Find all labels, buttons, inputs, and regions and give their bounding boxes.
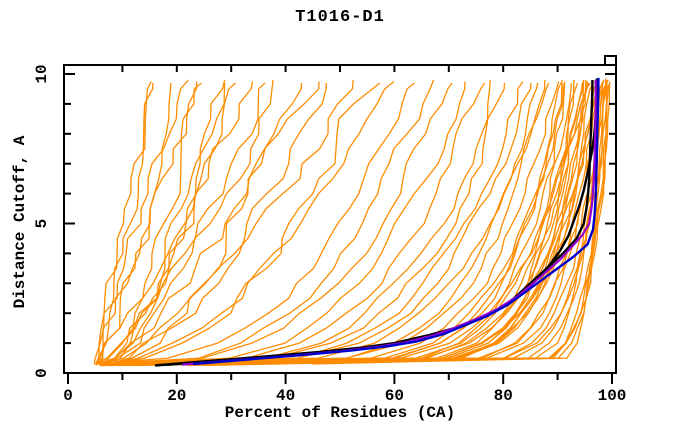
- server-prediction-curves: [99, 82, 486, 367]
- server-prediction-curves: [166, 82, 608, 365]
- x-tick-label: 0: [63, 387, 73, 405]
- server-prediction-curves: [93, 79, 189, 365]
- frame-corner-notch: [604, 55, 617, 65]
- x-axis-label: Percent of Residues (CA): [224, 404, 456, 422]
- server-prediction-curves: [124, 81, 588, 365]
- server-prediction-curves: [100, 82, 236, 367]
- server-prediction-curves: [95, 81, 320, 365]
- server-prediction-curves: [117, 81, 595, 367]
- server-prediction-curves: [117, 79, 564, 365]
- server-prediction-curves: [106, 79, 435, 367]
- server-prediction-curves: [95, 82, 532, 365]
- server-prediction-curves: [96, 82, 453, 365]
- server-prediction-curves: [113, 82, 381, 365]
- y-tick-label: 10: [33, 64, 51, 83]
- y-axis-label: Distance Cutoff, A: [11, 135, 29, 309]
- server-prediction-curves: [99, 79, 354, 365]
- server-prediction-curves: [95, 82, 154, 365]
- server-prediction-curves: [110, 81, 254, 365]
- server-prediction-curves: [100, 82, 579, 367]
- server-prediction-curves: [102, 82, 202, 365]
- server-prediction-curves: [127, 81, 566, 367]
- y-tick-label: 0: [33, 368, 51, 378]
- server-prediction-curves: [94, 82, 550, 365]
- server-prediction-curves: [105, 79, 274, 367]
- server-prediction-curves: [102, 82, 566, 367]
- x-tick-label: 100: [598, 387, 627, 405]
- y-tick-label: 5: [33, 219, 51, 229]
- server-prediction-curves: [142, 79, 609, 365]
- server-prediction-curves: [101, 80, 395, 367]
- server-prediction-curves: [104, 82, 327, 367]
- server-prediction-curves: [136, 79, 587, 365]
- server-prediction-curves: [109, 81, 524, 367]
- server-prediction-curves: [95, 81, 152, 365]
- server-prediction-curves: [113, 81, 466, 365]
- server-prediction-curves: [95, 82, 415, 365]
- plot-frame: [63, 64, 617, 374]
- server-prediction-curves: [106, 82, 572, 365]
- server-prediction-curves: [312, 85, 606, 365]
- server-prediction-curves: [122, 81, 560, 365]
- server-prediction-curves: [100, 82, 539, 365]
- server-prediction-curves: [105, 82, 226, 365]
- server-prediction-curves: [95, 82, 266, 365]
- server-prediction-curves: [117, 79, 491, 365]
- x-tick-label: 40: [276, 387, 295, 405]
- highlight-curve-model-black-2: [165, 78, 598, 367]
- server-prediction-curves: [100, 82, 172, 366]
- server-prediction-curves: [119, 79, 605, 365]
- server-prediction-curves: [187, 79, 608, 367]
- server-prediction-curves: [104, 82, 506, 365]
- chart-title: T1016-D1: [295, 8, 385, 27]
- x-tick-label: 60: [385, 387, 404, 405]
- server-prediction-curves: [96, 79, 226, 365]
- server-prediction-curves: [113, 82, 303, 365]
- x-tick-label: 80: [494, 387, 513, 405]
- server-prediction-curves: [102, 82, 590, 365]
- x-tick-label: 20: [167, 387, 186, 405]
- highlight-curve-model-blue: [193, 77, 600, 366]
- server-prediction-curves: [95, 81, 198, 366]
- server-prediction-curves: [111, 82, 591, 367]
